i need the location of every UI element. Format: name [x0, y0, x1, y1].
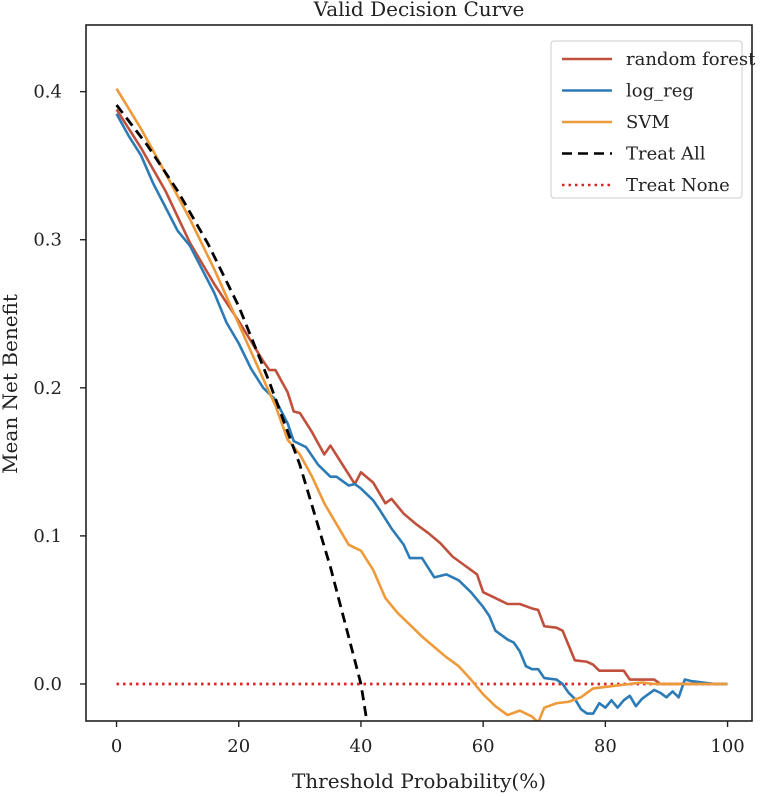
x-axis-label: Threshold Probability(%) — [292, 769, 546, 793]
plot-frame — [85, 24, 753, 722]
legend: random forest log_reg SVM Treat All Treat No… — [550, 40, 756, 199]
y-tick-label: 0.3 — [33, 230, 62, 251]
x-tick-label: 60 — [472, 736, 495, 757]
legend-box — [550, 40, 743, 199]
y-tick-label: 0.4 — [33, 82, 62, 103]
plot-lines — [115, 88, 728, 721]
y-axis-label: Mean Net Benefit — [0, 294, 22, 474]
y-tick-label: 0.0 — [33, 674, 62, 695]
series-line-random-forest — [115, 108, 728, 686]
legend-label: random forest — [626, 49, 756, 70]
y-tick-label: 0.2 — [33, 378, 62, 399]
chart-title: Valid Decision Curve — [313, 0, 525, 21]
x-tick-label: 0 — [111, 736, 122, 757]
y-axis: 0.0 0.1 0.2 0.3 0.4 — [33, 82, 86, 695]
x-axis: 0 20 40 60 80 100 — [111, 721, 745, 757]
series-line-treat-all — [115, 104, 369, 721]
legend-label: log_reg — [626, 81, 694, 102]
series-line-svm — [115, 88, 728, 721]
series-line-log-reg — [115, 113, 728, 715]
x-tick-label: 100 — [710, 736, 744, 757]
x-tick-label: 20 — [227, 736, 250, 757]
x-tick-label: 80 — [594, 736, 617, 757]
legend-label: Treat None — [626, 175, 730, 196]
y-tick-label: 0.1 — [33, 526, 62, 547]
x-tick-label: 40 — [350, 736, 373, 757]
legend-label: SVM — [626, 112, 670, 133]
legend-label: Treat All — [626, 144, 706, 165]
